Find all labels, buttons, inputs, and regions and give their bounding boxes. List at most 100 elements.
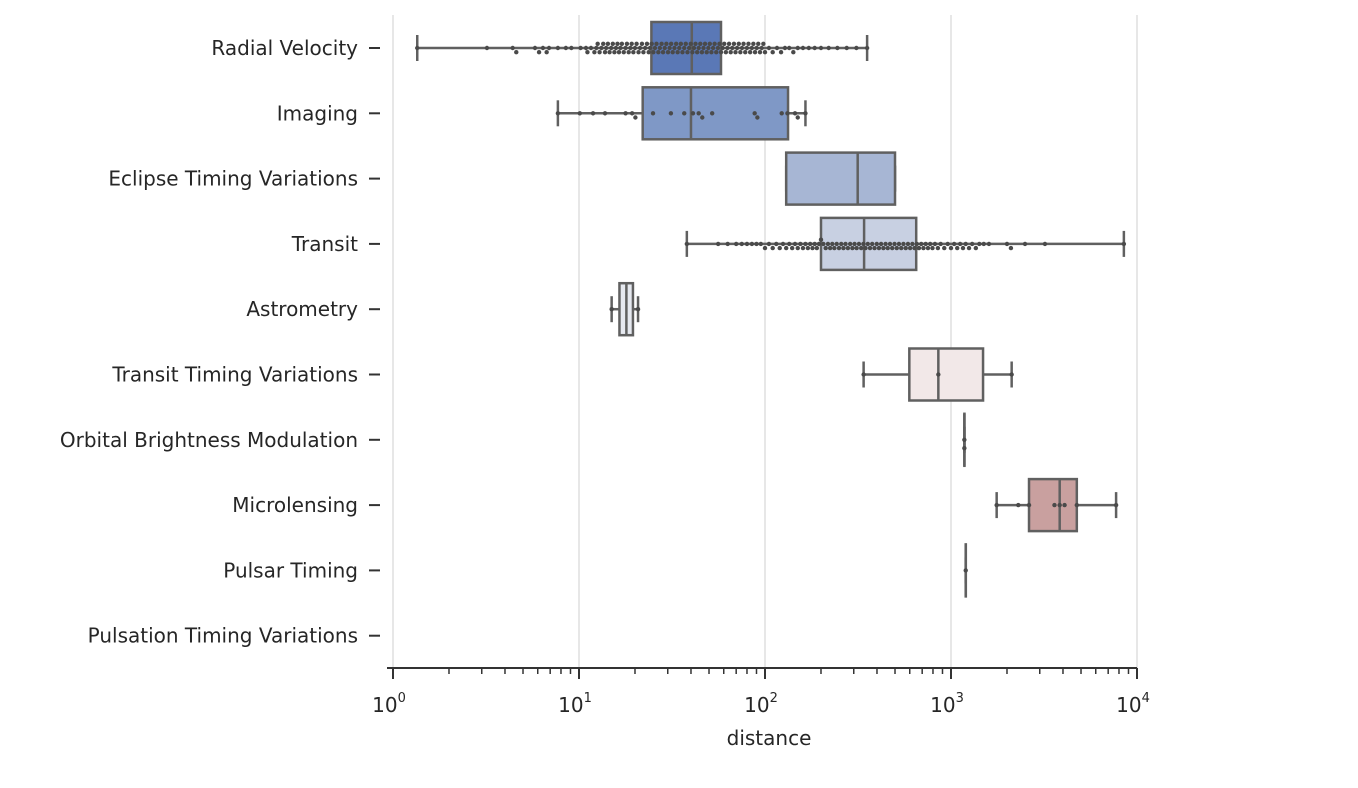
swarm-point: [787, 241, 792, 247]
swarm-point: [709, 111, 715, 116]
swarm-point: [667, 45, 672, 51]
swarm-point: [577, 111, 583, 116]
swarm-point: [966, 245, 972, 251]
swarm-point: [597, 50, 602, 55]
swarm-point: [752, 111, 757, 116]
swarm-point: [903, 245, 908, 251]
swarm-point: [682, 111, 687, 116]
swarm-point: [650, 111, 656, 116]
swarm-point: [910, 241, 915, 247]
swarm-point: [714, 50, 719, 55]
swarm-point: [613, 45, 619, 51]
swarm-point: [639, 41, 645, 46]
swarm-point: [803, 241, 808, 247]
swarm-point: [722, 41, 727, 46]
swarm-point: [723, 50, 729, 55]
swarm-point: [544, 50, 549, 55]
swarm-point: [894, 245, 899, 251]
swarm-point: [585, 50, 590, 55]
swarm-point: [728, 50, 733, 55]
swarm-point: [546, 45, 552, 51]
swarm-point: [787, 45, 792, 51]
swarm-point: [514, 50, 519, 55]
swarm-point: [795, 45, 800, 51]
swarm-point: [994, 502, 999, 508]
x-tick-label: 100: [372, 691, 406, 717]
swarm-point: [725, 241, 730, 247]
swarm-point: [744, 45, 750, 51]
swarm-point: [812, 45, 817, 51]
swarm-point: [834, 241, 839, 247]
swarm-point: [599, 45, 604, 51]
swarm-point: [712, 41, 717, 46]
swarm-point: [754, 45, 759, 51]
swarm-point: [969, 241, 975, 247]
swarm-point: [827, 245, 833, 251]
swarm-point: [726, 41, 732, 46]
swarm-point: [812, 241, 817, 247]
swarm-point: [583, 45, 589, 51]
swarm-point: [754, 241, 759, 247]
swarm-point: [717, 41, 722, 46]
swarm-point: [563, 45, 569, 51]
x-tick-base: 10: [744, 693, 769, 717]
swarm-point: [836, 245, 842, 251]
y-tick-label: Microlensing: [232, 493, 358, 517]
swarm-point: [977, 241, 982, 247]
swarm-point: [696, 45, 701, 51]
y-tick-label: Transit Timing Variations: [111, 363, 358, 387]
y-tick-label: Orbital Brightness Modulation: [60, 428, 358, 452]
swarm-point: [948, 245, 954, 251]
swarm-point: [850, 245, 855, 251]
swarm-point: [707, 41, 713, 46]
swarm-point: [746, 41, 751, 46]
swarm-point: [555, 45, 561, 51]
swarm-point: [1113, 502, 1119, 508]
swarm-point: [738, 50, 743, 55]
swarm-point: [623, 45, 628, 51]
swarm-point: [739, 241, 744, 247]
swarm-point: [680, 50, 685, 55]
y-tick-label: Transit: [291, 232, 358, 256]
swarm-point: [780, 241, 786, 247]
swarm-point: [1016, 502, 1021, 508]
swarm-point: [905, 241, 911, 247]
swarm-point: [569, 45, 574, 51]
swarm-point: [907, 245, 913, 251]
y-tick-label: Imaging: [277, 101, 358, 125]
box-eclipse-timing-variations: [784, 151, 897, 206]
swarm-point: [951, 241, 957, 247]
swarm-point: [651, 50, 656, 55]
swarm-point: [770, 50, 775, 55]
swarm-point: [919, 241, 924, 247]
swarm-point: [914, 241, 920, 247]
swarm-point: [928, 241, 933, 247]
swarm-point: [629, 41, 634, 46]
swarm-point: [854, 45, 859, 51]
swarm-point: [777, 245, 782, 251]
swarm-point: [654, 41, 659, 46]
swarm-point: [590, 111, 596, 116]
x-tick-label: 101: [558, 691, 592, 717]
swarm-point: [670, 50, 675, 55]
x-tick-exponent: 1: [584, 691, 592, 706]
x-tick-exponent: 4: [1142, 691, 1150, 706]
swarm-point: [874, 241, 879, 247]
boxes-layer: [415, 20, 1126, 598]
swarm-point: [636, 50, 641, 55]
swarm-point: [792, 111, 798, 116]
swarm-point: [602, 111, 608, 116]
swarm-point: [612, 50, 617, 55]
swarm-point: [725, 45, 730, 51]
swarm-point: [1026, 502, 1032, 508]
swarm-point: [649, 41, 654, 46]
box-astrometry: [610, 281, 640, 337]
swarm-layer: [415, 41, 1127, 573]
swarm-point: [605, 41, 611, 46]
x-axis: 100 101 102 103 104: [372, 667, 1150, 717]
swarm-point: [682, 45, 687, 51]
swarm-point: [710, 45, 716, 51]
y-axis: Radial Velocity Imaging Eclipse Timing Var…: [60, 36, 380, 648]
swarm-point: [701, 45, 706, 51]
swarm-point: [789, 245, 795, 251]
